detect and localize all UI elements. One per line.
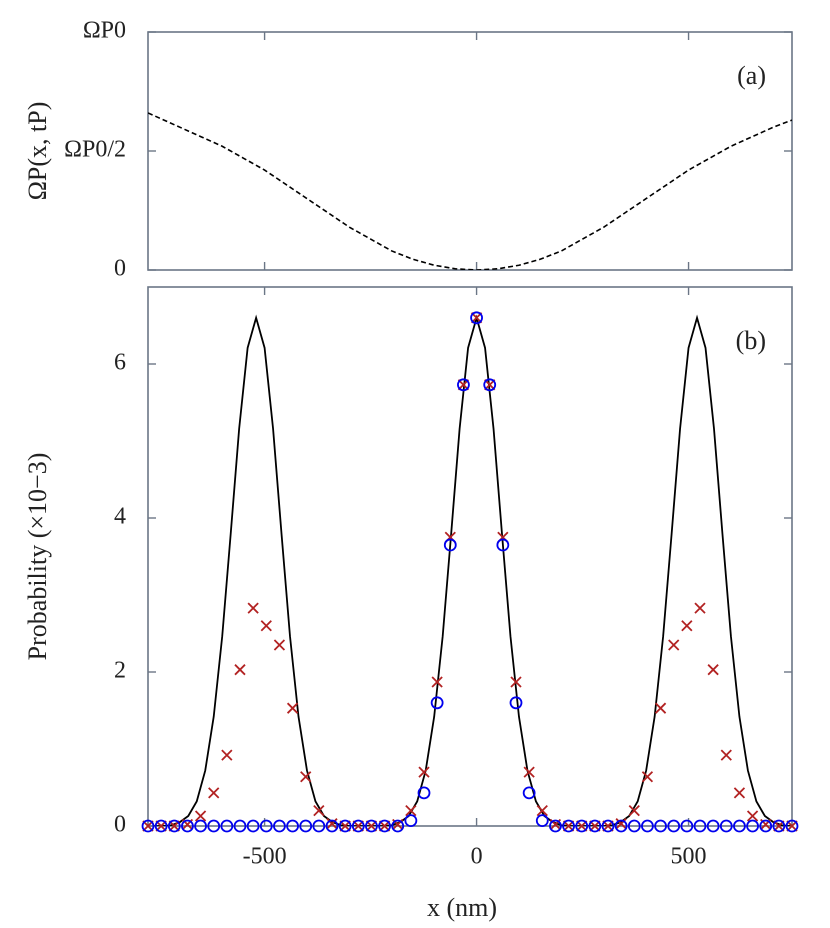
panel-label: (a) (737, 61, 766, 90)
y-tick-label: ΩP0/2 (64, 137, 126, 163)
circle-marker (391, 819, 405, 833)
circle-marker (680, 819, 694, 833)
cross-marker (536, 804, 548, 817)
circle-marker (549, 819, 562, 833)
circle-marker (706, 819, 720, 833)
cross-marker (405, 804, 417, 817)
cross-marker (733, 787, 746, 799)
circle-marker (733, 819, 746, 833)
circle-marker (627, 819, 641, 833)
circle-marker (141, 819, 155, 833)
circle-marker (207, 819, 221, 833)
circle-marker (246, 819, 260, 833)
circle-marker (667, 819, 681, 833)
cross-marker (654, 702, 667, 714)
y-tick-label: 4 (114, 504, 126, 530)
cross-marker (326, 818, 338, 830)
circle-marker (785, 819, 799, 833)
circle-marker (154, 819, 168, 833)
circle-marker (719, 819, 733, 833)
circle-marker (273, 819, 286, 833)
cross-marker (208, 787, 220, 799)
cross-marker (746, 810, 759, 822)
circle-marker (693, 819, 707, 833)
circle-marker (417, 786, 431, 800)
cross-marker (300, 771, 312, 783)
circle-marker (365, 819, 378, 833)
cross-marker (431, 676, 443, 688)
circle-marker (575, 819, 589, 833)
circle-marker (601, 819, 615, 833)
plot-frame (147, 286, 793, 827)
circle-marker (535, 814, 549, 828)
cross-marker (194, 810, 207, 822)
y-tick-label: 0 (114, 812, 126, 838)
y-axis-label: Probability (×10−3) (23, 453, 52, 661)
y-tick-label: 2 (114, 658, 126, 684)
circle-marker (167, 819, 181, 833)
circle-marker (286, 819, 299, 833)
x-tick-label: 0 (471, 844, 483, 870)
cross-marker (720, 749, 732, 761)
circle-marker (496, 538, 510, 552)
y-tick-label: ΩP0 (83, 18, 126, 44)
x-tick-label: 500 (671, 844, 707, 870)
circle-marker (233, 819, 247, 833)
circle-marker (378, 819, 391, 833)
circle-marker (404, 814, 418, 828)
circle-marker (194, 819, 207, 833)
circle-marker (259, 819, 273, 833)
cross-marker (681, 620, 693, 632)
panel-label: (b) (736, 326, 766, 355)
cross-marker (260, 620, 272, 632)
cross-marker (286, 702, 299, 714)
circle-marker (312, 819, 326, 833)
circle-marker (325, 819, 339, 833)
circle-marker (522, 786, 536, 800)
cross-marker (707, 664, 719, 676)
cross-marker (221, 749, 233, 761)
cross-marker (694, 602, 706, 614)
circle-marker (641, 819, 654, 833)
y-axis-label: ΩP(x, tP) (23, 102, 52, 201)
cross-marker (234, 664, 246, 676)
cross-marker (418, 766, 430, 778)
circle-marker (351, 819, 365, 833)
circle-marker (338, 819, 352, 833)
y-tick-label: 6 (114, 350, 126, 376)
circle-marker (299, 819, 313, 833)
circle-marker (443, 538, 457, 552)
x-axis-label: x (nm) (427, 893, 497, 922)
circle-marker (588, 819, 602, 833)
cross-marker (523, 766, 535, 778)
circle-marker (457, 378, 470, 392)
x-tick-label: -500 (243, 844, 287, 870)
circle-marker (181, 819, 194, 833)
circle-marker (220, 819, 234, 833)
circle-marker (470, 311, 483, 325)
cross-marker (510, 676, 522, 688)
circle-marker (746, 819, 759, 833)
circle-marker (614, 819, 628, 833)
circle-marker (509, 696, 523, 710)
cross-marker (641, 771, 654, 783)
cross-marker (668, 639, 680, 651)
cross-marker (273, 639, 286, 651)
cross-marker (247, 602, 259, 614)
circle-marker (772, 819, 786, 833)
cross-marker (313, 804, 325, 817)
curve (148, 112, 792, 270)
circle-marker (654, 819, 667, 833)
circle-marker (483, 378, 497, 392)
cross-marker (628, 804, 640, 817)
circle-marker (562, 819, 575, 833)
cross-marker (615, 818, 627, 830)
circle-marker (430, 696, 444, 710)
y-tick-label: 0 (114, 256, 126, 282)
plot-frame (147, 31, 793, 271)
circle-marker (759, 819, 773, 833)
curve (154, 314, 791, 826)
